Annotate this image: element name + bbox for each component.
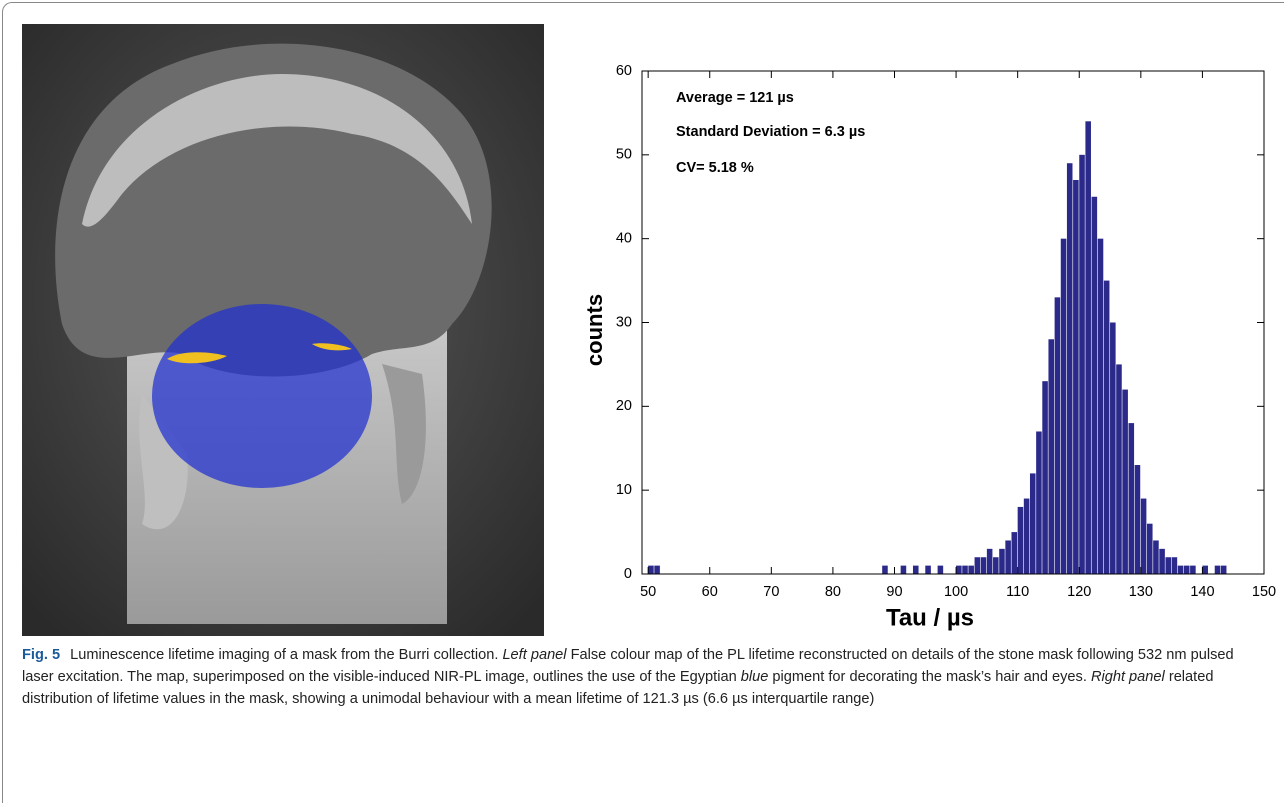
x-tick-label: 60 xyxy=(702,584,718,600)
caption-text: Right panel xyxy=(1090,669,1165,685)
bar xyxy=(986,548,993,574)
bar xyxy=(1029,473,1036,574)
x-tick-label: 80 xyxy=(825,584,841,600)
x-tick-label: 150 xyxy=(1252,584,1276,600)
bar xyxy=(1220,565,1227,574)
y-tick-label: 40 xyxy=(616,230,632,246)
bar xyxy=(912,565,919,574)
x-tick-label: 130 xyxy=(1129,584,1153,600)
bar xyxy=(925,565,931,574)
bar xyxy=(882,565,888,574)
bar xyxy=(1202,565,1208,574)
caption-text: Left panel xyxy=(502,647,567,663)
bar xyxy=(1048,339,1055,574)
x-tick-label: 120 xyxy=(1067,584,1091,600)
caption-text: blue xyxy=(740,669,769,685)
bar xyxy=(962,565,968,574)
caption-text: related distribution of lifetime values … xyxy=(22,669,1214,707)
bar xyxy=(900,565,907,574)
bar xyxy=(980,557,987,574)
bar xyxy=(1183,565,1190,574)
bar xyxy=(1146,523,1153,574)
bar xyxy=(1177,565,1184,574)
bar xyxy=(1054,297,1061,574)
bar xyxy=(1066,163,1073,574)
bar xyxy=(648,565,654,574)
annotation: Standard Deviation = 6.3 µs xyxy=(676,124,865,140)
bar xyxy=(1110,322,1116,574)
photo xyxy=(22,24,544,636)
annotation: CV= 5.18 % xyxy=(676,160,754,176)
y-tick-label: 30 xyxy=(616,314,632,330)
x-tick-label: 90 xyxy=(886,584,902,600)
x-tick-label: 50 xyxy=(640,584,656,600)
bar xyxy=(1097,238,1104,574)
bar xyxy=(1140,498,1147,574)
bar xyxy=(1214,565,1221,574)
bar xyxy=(1017,506,1024,574)
bar xyxy=(1073,179,1079,574)
x-tick-label: 140 xyxy=(1190,584,1214,600)
bar xyxy=(1122,389,1128,574)
x-axis-label: Tau / µs xyxy=(886,604,974,631)
x-tick-label: 70 xyxy=(763,584,779,600)
plot-frame xyxy=(641,70,1265,575)
bar xyxy=(1011,532,1018,574)
y-tick-label: 20 xyxy=(616,398,632,414)
y-tick-label: 60 xyxy=(616,63,632,79)
caption-text: Luminescence lifetime imaging of a mask … xyxy=(70,647,503,663)
bar xyxy=(974,557,981,574)
bar xyxy=(968,565,974,574)
bar xyxy=(654,565,660,574)
y-axis-label: counts xyxy=(584,294,607,366)
bar xyxy=(1116,364,1122,574)
bar xyxy=(1005,540,1011,574)
bar xyxy=(1190,565,1196,574)
x-tick-label: 100 xyxy=(944,584,968,600)
bar xyxy=(1165,557,1172,574)
caption: Fig. 5 Luminescence lifetime imaging of a… xyxy=(22,644,1262,710)
x-tick-label: 110 xyxy=(1006,584,1029,600)
bar xyxy=(937,565,944,574)
y-tick-label: 0 xyxy=(624,566,632,582)
caption-text: pigment for decorating the mask’s hair a… xyxy=(768,669,1091,685)
bar xyxy=(1128,423,1135,574)
bar xyxy=(1060,238,1067,574)
bar xyxy=(1159,548,1165,574)
bar xyxy=(1036,431,1042,574)
caption-text: False colour map of the PL lifetime reco… xyxy=(22,647,1234,685)
bar xyxy=(993,557,999,574)
bar xyxy=(1103,280,1110,574)
bar xyxy=(1134,465,1141,574)
bar xyxy=(1023,498,1030,574)
bar xyxy=(999,548,1005,574)
bar xyxy=(1079,154,1085,575)
annotation: Average = 121 µs xyxy=(676,90,794,106)
caption-label: Fig. 5 xyxy=(22,647,61,663)
chart: Average = 121 µs Standard Deviation = 6.… xyxy=(584,63,1276,632)
y-tick-label: 50 xyxy=(616,147,632,163)
bar xyxy=(1042,381,1048,574)
y-tick-label: 10 xyxy=(616,482,632,498)
bar xyxy=(1171,557,1178,574)
bar xyxy=(1085,121,1091,575)
bar xyxy=(1153,540,1159,574)
bar xyxy=(956,565,962,574)
bar xyxy=(1091,196,1098,574)
